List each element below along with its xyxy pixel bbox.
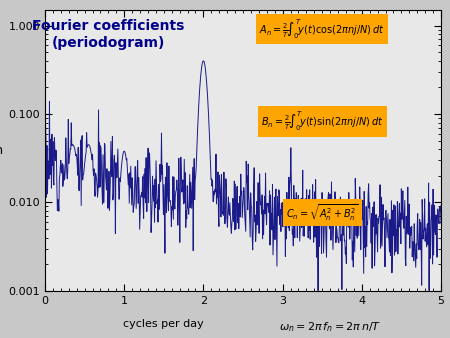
Text: $A_n = \frac{2}{T}\!\int_0^T\! y(t)\cos(2\pi nj/N)\,dt$: $A_n = \frac{2}{T}\!\int_0^T\! y(t)\cos(… xyxy=(260,17,385,41)
Text: Fourier coefficients
(periodogram): Fourier coefficients (periodogram) xyxy=(32,19,184,50)
Y-axis label: m: m xyxy=(0,144,4,157)
Text: $B_n = \frac{2}{T}\!\int_0^T\! y(t)\sin(2\pi nj/N)\,dt$: $B_n = \frac{2}{T}\!\int_0^T\! y(t)\sin(… xyxy=(261,110,383,133)
Text: cycles per day: cycles per day xyxy=(123,319,204,329)
Text: $\omega_n = 2\pi\, f_n = 2\pi\, n/T$: $\omega_n = 2\pi\, f_n = 2\pi\, n/T$ xyxy=(279,320,381,334)
Text: $C_n = \sqrt{A_n^2 + B_n^2}$: $C_n = \sqrt{A_n^2 + B_n^2}$ xyxy=(286,202,359,222)
